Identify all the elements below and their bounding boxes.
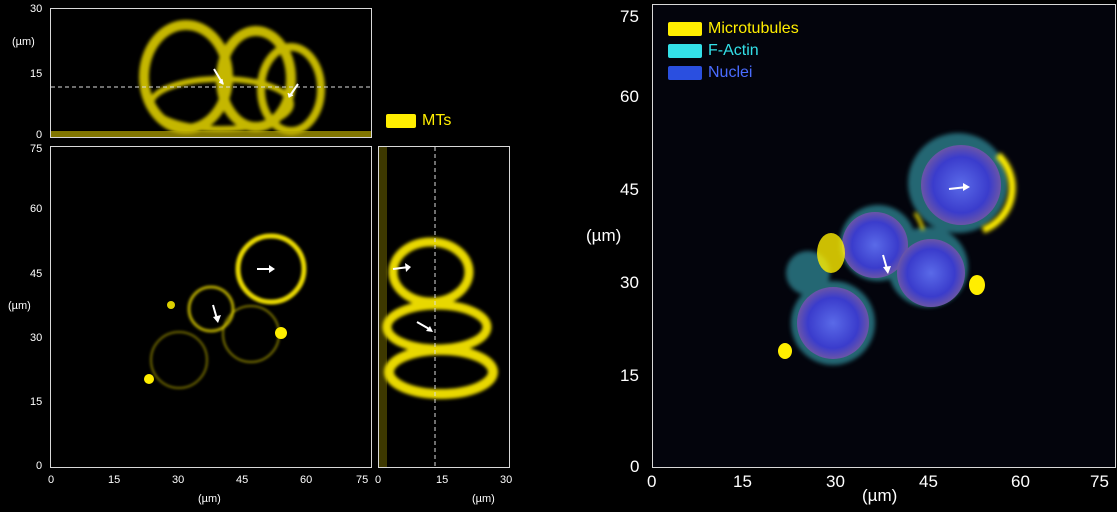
main-x-unit: (µm): [198, 493, 221, 505]
right-y-tick-0: 0: [630, 457, 640, 476]
right-x-tick-30: 30: [826, 472, 845, 491]
main-xy-image: [144, 233, 307, 389]
merged-image: [778, 133, 1016, 365]
top-y-tick-30: 30: [30, 3, 43, 15]
side-yz-view: [378, 146, 510, 468]
top-view-image: [51, 20, 371, 137]
main-y-tick-45: 45: [30, 268, 43, 280]
side-x-tick-30: 30: [500, 474, 513, 486]
main-y-tick-75: 75: [30, 143, 43, 155]
main-y-tick-15: 15: [30, 396, 43, 408]
right-y-tick-15: 15: [620, 366, 639, 385]
main-y-tick-60: 60: [30, 203, 43, 215]
right-y-unit: (µm): [586, 226, 622, 245]
legend-nuclei: Nuclei: [668, 64, 752, 82]
right-y-tick-75: 75: [620, 7, 639, 26]
main-x-tick-30: 30: [172, 474, 185, 486]
f-actin-label: F-Actin: [708, 42, 759, 59]
mts-swatch: [386, 114, 416, 128]
legend-f-actin: F-Actin: [668, 42, 759, 60]
main-y-unit: (µm): [8, 300, 31, 312]
right-y-tick-60: 60: [620, 87, 639, 106]
legend-microtubules: Microtubules: [668, 20, 799, 38]
mts-legend-label: MTs: [422, 112, 452, 129]
main-x-tick-15: 15: [108, 474, 121, 486]
side-view-image: [379, 147, 498, 467]
right-x-tick-45: 45: [919, 472, 938, 491]
main-x-tick-45: 45: [236, 474, 249, 486]
nuclei-swatch: [668, 66, 702, 80]
right-x-tick-15: 15: [733, 472, 752, 491]
nuclei-label: Nuclei: [708, 64, 753, 81]
top-y-unit: (µm): [12, 36, 35, 48]
side-x-tick-0: 0: [375, 474, 382, 486]
side-x-unit: (µm): [472, 493, 495, 505]
main-y-tick-0: 0: [36, 460, 43, 472]
right-y-tick-30: 30: [620, 273, 639, 292]
microtubules-label: Microtubules: [708, 20, 799, 37]
f-actin-swatch: [668, 44, 702, 58]
main-xy-view: [50, 146, 372, 468]
main-x-tick-0: 0: [48, 474, 55, 486]
main-x-tick-60: 60: [300, 474, 313, 486]
main-x-tick-75: 75: [356, 474, 369, 486]
right-x-unit: (µm): [862, 486, 898, 505]
top-y-tick-15: 15: [30, 68, 43, 80]
microtubules-swatch: [668, 22, 702, 36]
top-y-tick-0: 0: [36, 129, 43, 141]
right-x-tick-75: 75: [1090, 472, 1109, 491]
main-y-tick-30: 30: [30, 332, 43, 344]
right-x-tick-0: 0: [647, 472, 657, 491]
left-legend: MTs: [386, 112, 451, 130]
right-x-tick-60: 60: [1011, 472, 1030, 491]
right-y-tick-45: 45: [620, 180, 639, 199]
merged-view: [652, 4, 1116, 468]
top-ortho-view: [50, 8, 372, 138]
side-x-tick-15: 15: [436, 474, 449, 486]
